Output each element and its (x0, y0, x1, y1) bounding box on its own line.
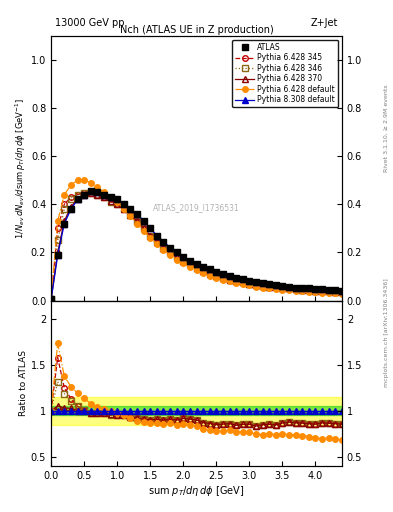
Text: 13000 GeV pp: 13000 GeV pp (55, 18, 125, 28)
Legend: ATLAS, Pythia 6.428 345, Pythia 6.428 346, Pythia 6.428 370, Pythia 6.428 defaul: ATLAS, Pythia 6.428 345, Pythia 6.428 34… (232, 39, 338, 108)
Y-axis label: $1/N_{ev}\,dN_{ev}/d\mathrm{sum}\,p_T/d\eta\,d\phi$ [GeV$^{-1}$]: $1/N_{ev}\,dN_{ev}/d\mathrm{sum}\,p_T/d\… (14, 98, 28, 239)
Bar (51, 406, 342, 415)
X-axis label: sum $p_T/d\eta\,d\phi$ [GeV]: sum $p_T/d\eta\,d\phi$ [GeV] (148, 483, 245, 498)
Text: ATLAS_2019_I1736531: ATLAS_2019_I1736531 (153, 203, 240, 212)
Text: mcplots.cern.ch [arXiv:1306.3436]: mcplots.cern.ch [arXiv:1306.3436] (384, 279, 389, 387)
Title: Nch (ATLAS UE in Z production): Nch (ATLAS UE in Z production) (119, 25, 274, 35)
Text: Z+Jet: Z+Jet (310, 18, 338, 28)
Text: Rivet 3.1.10, ≥ 2.9M events: Rivet 3.1.10, ≥ 2.9M events (384, 84, 389, 172)
Bar (51, 397, 342, 424)
Y-axis label: Ratio to ATLAS: Ratio to ATLAS (19, 350, 28, 416)
